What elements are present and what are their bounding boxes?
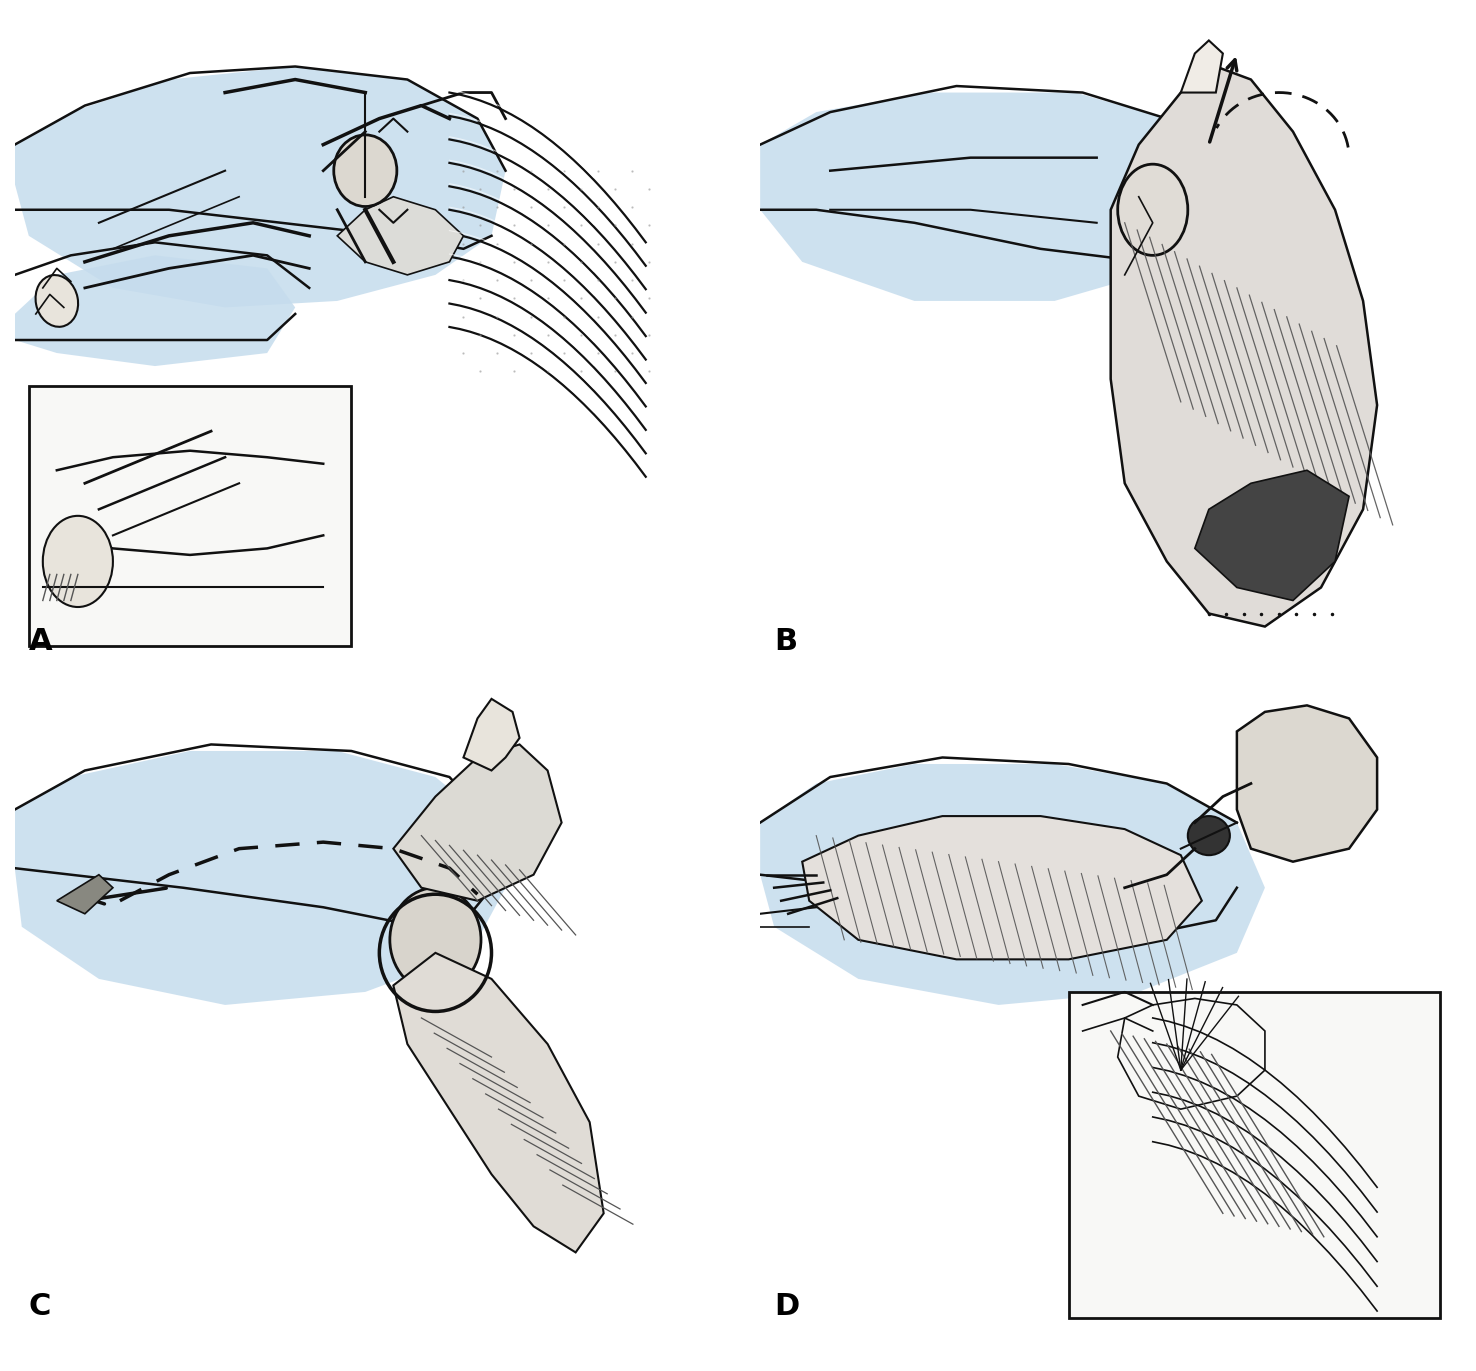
Polygon shape: [1196, 470, 1349, 600]
Polygon shape: [1181, 41, 1222, 93]
Ellipse shape: [1117, 165, 1188, 255]
Ellipse shape: [35, 276, 78, 326]
Polygon shape: [760, 93, 1216, 302]
Polygon shape: [393, 953, 604, 1253]
Text: C: C: [30, 1291, 52, 1320]
Ellipse shape: [1188, 816, 1230, 856]
Bar: [1069, 993, 1441, 1318]
Polygon shape: [1111, 66, 1377, 627]
Text: A: A: [30, 627, 53, 655]
Polygon shape: [803, 816, 1201, 960]
Polygon shape: [760, 764, 1265, 1005]
Text: B: B: [775, 627, 797, 655]
Polygon shape: [15, 255, 295, 366]
Polygon shape: [393, 744, 562, 901]
Polygon shape: [337, 196, 463, 274]
Ellipse shape: [43, 515, 112, 607]
Polygon shape: [15, 751, 505, 1005]
Text: D: D: [775, 1291, 800, 1320]
Polygon shape: [1237, 705, 1377, 862]
Ellipse shape: [390, 888, 481, 993]
Polygon shape: [56, 875, 114, 913]
Polygon shape: [463, 699, 520, 771]
Ellipse shape: [334, 134, 397, 207]
Polygon shape: [15, 66, 505, 307]
Bar: [30, 385, 351, 646]
